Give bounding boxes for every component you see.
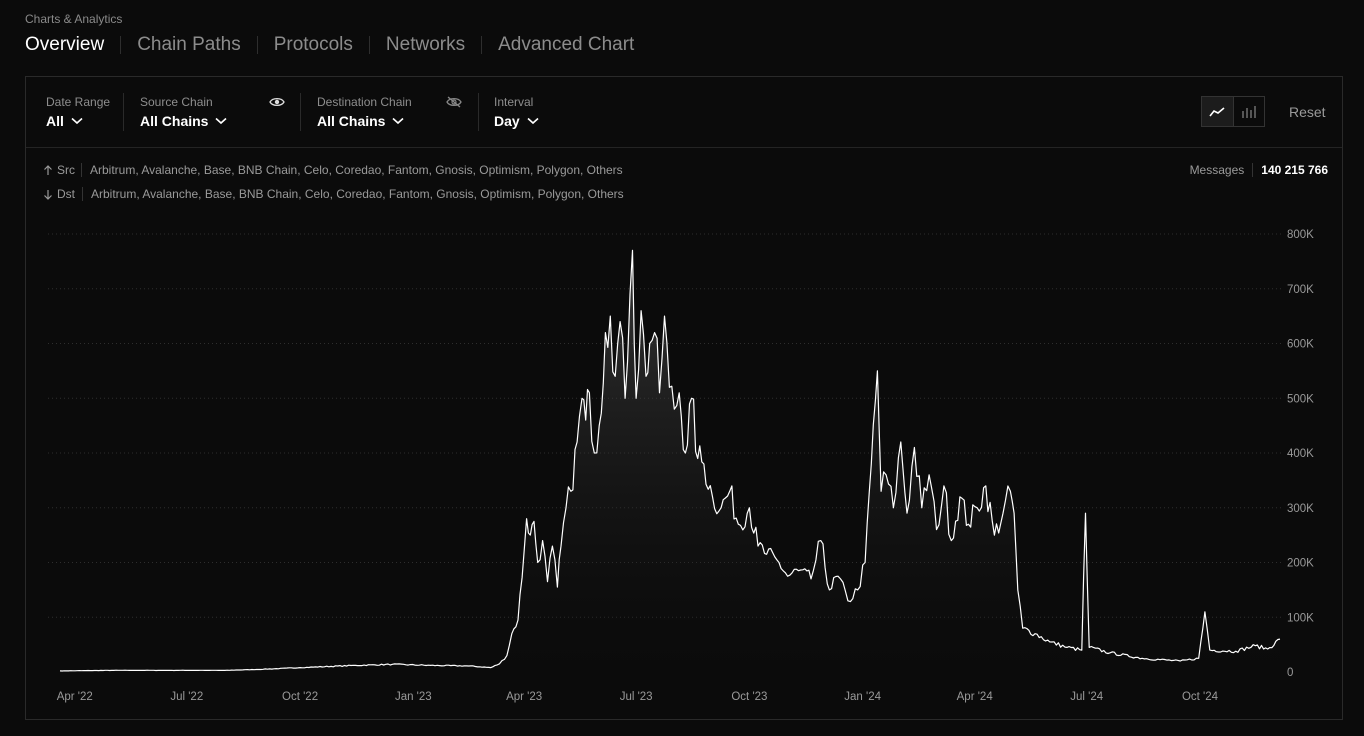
date-range-filter: Date Range All (46, 95, 110, 129)
x-tick-label: Oct '23 (731, 691, 767, 703)
chevron-down-icon (215, 117, 228, 125)
x-tick-label: Jan '24 (844, 691, 881, 703)
line-chart-icon (1209, 106, 1225, 116)
reset-button[interactable]: Reset (1289, 104, 1326, 120)
x-tick-label: Oct '24 (1182, 691, 1219, 703)
tab-bar: Overview Chain Paths Protocols Networks … (25, 34, 634, 56)
messages-divider (1252, 163, 1254, 177)
y-tick-label: 600K (1287, 339, 1314, 351)
x-tick-label: Jul '23 (620, 691, 653, 703)
line-chart-button[interactable] (1202, 97, 1234, 126)
date-range-label: Date Range (46, 95, 111, 109)
filter-divider (123, 93, 124, 131)
dst-route-row: Dst Arbitrum, Avalanche, Base, BNB Chain… (43, 187, 624, 201)
source-chain-label: Source Chain (140, 95, 213, 109)
x-tick-label: Apr '23 (506, 691, 542, 703)
tab-advanced-chart[interactable]: Advanced Chart (498, 34, 635, 55)
dst-label: Dst (57, 187, 75, 201)
series-line (59, 249, 1281, 672)
destination-chain-label: Destination Chain (317, 95, 412, 109)
route-divider (81, 163, 82, 177)
eye-icon[interactable] (269, 95, 285, 113)
src-label: Src (57, 163, 75, 177)
tab-divider (368, 36, 370, 54)
arrow-up-icon (44, 164, 52, 175)
breadcrumb: Charts & Analytics (25, 12, 123, 26)
x-tick-label: Jan '23 (395, 691, 432, 703)
interval-filter: Interval Day (494, 95, 539, 129)
y-tick-label: 100K (1287, 612, 1314, 624)
tab-networks[interactable]: Networks (385, 34, 466, 55)
date-range-value: All (46, 113, 64, 129)
tab-chain-paths[interactable]: Chain Paths (137, 34, 241, 55)
filter-divider (300, 93, 301, 131)
interval-select[interactable]: Day (494, 113, 539, 129)
messages-value: 140 215 766 (1261, 163, 1328, 177)
y-tick-label: 800K (1287, 229, 1314, 241)
messages-label: Messages (1189, 163, 1245, 177)
date-range-select[interactable]: All (46, 113, 110, 129)
tab-protocols[interactable]: Protocols (273, 34, 353, 55)
dst-chains: Arbitrum, Avalanche, Base, BNB Chain, Ce… (91, 187, 624, 201)
destination-chain-filter: Destination Chain All Chains (317, 95, 412, 129)
eye-off-icon[interactable] (446, 95, 462, 113)
series-area (60, 250, 1280, 672)
route-divider (82, 187, 83, 201)
chart-panel: Date Range All Source Chain All Chains D… (25, 76, 1343, 720)
tab-divider (481, 36, 483, 54)
interval-label: Interval (494, 95, 534, 109)
src-route-row: Src Arbitrum, Avalanche, Base, BNB Chain… (43, 163, 623, 177)
y-tick-label: 400K (1287, 448, 1314, 460)
y-tick-label: 500K (1287, 393, 1314, 405)
x-tick-label: Oct '22 (282, 691, 318, 703)
tab-divider (120, 36, 122, 54)
x-tick-label: Apr '22 (57, 691, 93, 703)
chevron-down-icon (392, 117, 405, 125)
messages-chart: 800K 700K 600K 500K 400K 300K 200K 100K 0 Apr '2… (48, 229, 1314, 703)
bar-chart-icon (1242, 105, 1256, 118)
x-tick-label: Apr '24 (957, 691, 994, 703)
messages-summary: Messages 140 215 766 (1190, 163, 1328, 177)
chevron-down-icon (71, 117, 83, 125)
y-tick-label: 300K (1287, 503, 1314, 515)
interval-value: Day (494, 113, 520, 129)
tab-overview[interactable]: Overview (25, 34, 105, 55)
x-tick-label: Jul '22 (170, 691, 203, 703)
source-chain-value: All Chains (140, 113, 209, 129)
x-tick-label: Jul '24 (1070, 691, 1103, 703)
tab-divider (256, 36, 258, 54)
destination-chain-value: All Chains (317, 113, 386, 129)
source-chain-filter: Source Chain All Chains (140, 95, 228, 129)
source-chain-select[interactable]: All Chains (140, 113, 228, 129)
chevron-down-icon (527, 117, 539, 125)
y-tick-label: 0 (1287, 667, 1293, 679)
chart-type-toggle (1201, 96, 1265, 127)
filter-bar: Date Range All Source Chain All Chains D… (26, 77, 1342, 148)
bar-chart-button[interactable] (1234, 97, 1265, 126)
y-tick-label: 200K (1287, 558, 1314, 570)
src-chains: Arbitrum, Avalanche, Base, BNB Chain, Ce… (90, 163, 623, 177)
y-tick-label: 700K (1287, 284, 1314, 296)
filter-divider (478, 93, 479, 131)
arrow-down-icon (44, 189, 52, 200)
destination-chain-select[interactable]: All Chains (317, 113, 412, 129)
